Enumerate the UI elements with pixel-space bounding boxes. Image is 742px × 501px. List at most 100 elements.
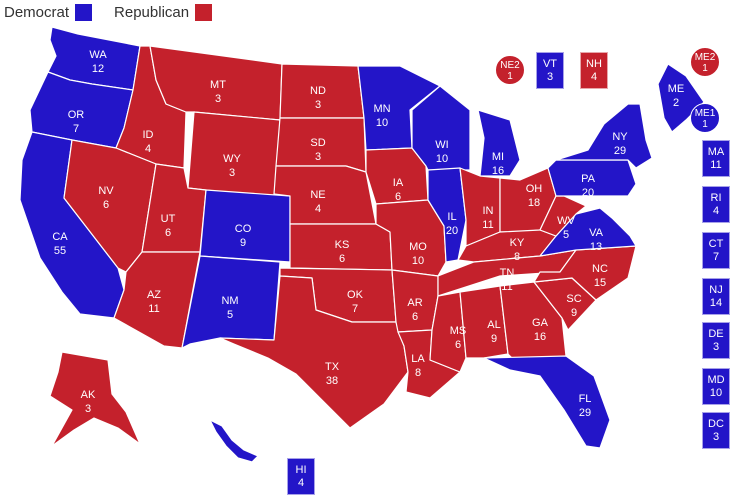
state-label-la: LA bbox=[411, 353, 425, 365]
state-label-ar: AR bbox=[407, 297, 422, 309]
state-ev-mo: 10 bbox=[412, 255, 424, 267]
state-mn[interactable] bbox=[357, 65, 441, 151]
state-abbr: HI bbox=[295, 464, 307, 476]
state-ev-mi: 16 bbox=[492, 165, 504, 177]
state-ev-ne: 4 bbox=[315, 203, 321, 215]
state-mi[interactable] bbox=[477, 109, 521, 177]
legend-democrat-swatch bbox=[75, 4, 93, 21]
district-abbr: ME1 bbox=[694, 108, 716, 119]
state-ev-me: 2 bbox=[673, 97, 679, 109]
legend: Democrat Republican bbox=[4, 4, 234, 21]
state-ev-ar: 6 bbox=[412, 311, 418, 323]
state-label-va: VA bbox=[589, 227, 604, 239]
state-label-ut: UT bbox=[161, 213, 176, 225]
state-al[interactable] bbox=[459, 285, 509, 359]
state-ev-ia: 6 bbox=[395, 191, 401, 203]
state-label-ms: MS bbox=[450, 325, 467, 337]
state-ev-tx: 38 bbox=[326, 375, 338, 387]
state-ev-nm: 5 bbox=[227, 309, 233, 321]
state-ev: 3 bbox=[546, 71, 554, 83]
state-box-md[interactable]: MD 10 bbox=[702, 368, 730, 405]
state-az[interactable] bbox=[113, 251, 201, 349]
state-box-dc[interactable]: DC 3 bbox=[702, 412, 730, 449]
state-label-wi: WI bbox=[435, 139, 448, 151]
state-ev-il: 20 bbox=[446, 225, 458, 237]
state-label-sd: SD bbox=[310, 137, 325, 149]
district-ne2[interactable]: NE2 1 bbox=[495, 55, 525, 85]
state-ev: 4 bbox=[590, 71, 598, 83]
legend-republican-swatch bbox=[195, 4, 213, 21]
state-ev: 4 bbox=[712, 205, 720, 217]
state-ev: 4 bbox=[297, 477, 305, 489]
state-ev-ca: 55 bbox=[54, 245, 66, 257]
state-abbr: CT bbox=[708, 238, 724, 250]
district-me1[interactable]: ME1 1 bbox=[690, 103, 720, 133]
state-ev-ga: 16 bbox=[534, 331, 546, 343]
district-ev: 1 bbox=[507, 71, 513, 82]
state-label-ca: CA bbox=[52, 231, 68, 243]
district-me2[interactable]: ME2 1 bbox=[690, 47, 720, 77]
state-label-ne: NE bbox=[310, 189, 325, 201]
state-label-oh: OH bbox=[526, 183, 543, 195]
state-ev: 3 bbox=[712, 341, 720, 353]
state-box-vt[interactable]: VT 3 bbox=[536, 52, 564, 89]
state-ev-ky: 8 bbox=[514, 251, 520, 263]
state-ev-ak: 3 bbox=[85, 403, 91, 415]
state-label-fl: FL bbox=[579, 393, 592, 405]
state-ev-wy: 3 bbox=[229, 167, 235, 179]
state-ev-ny: 29 bbox=[614, 145, 626, 157]
state-box-nh[interactable]: NH 4 bbox=[580, 52, 608, 89]
state-box-ri[interactable]: RI 4 bbox=[702, 186, 730, 223]
state-label-nd: ND bbox=[310, 85, 326, 97]
state-label-al: AL bbox=[487, 319, 500, 331]
state-abbr: VT bbox=[542, 58, 558, 70]
state-ev-ms: 6 bbox=[455, 339, 461, 351]
state-box-ma[interactable]: MA 11 bbox=[702, 140, 730, 177]
state-label-pa: PA bbox=[581, 173, 596, 185]
state-ev: 10 bbox=[709, 387, 723, 399]
state-nc[interactable] bbox=[533, 245, 637, 301]
state-box-hi[interactable]: HI 4 bbox=[287, 458, 315, 495]
state-ev-va: 13 bbox=[590, 241, 602, 253]
state-label-or: OR bbox=[68, 109, 85, 121]
state-ev-co: 9 bbox=[240, 237, 246, 249]
district-ev: 1 bbox=[702, 119, 708, 130]
state-ev-wv: 5 bbox=[563, 229, 569, 241]
state-ak[interactable] bbox=[49, 351, 141, 447]
state-ev-fl: 29 bbox=[579, 407, 591, 419]
state-label-tn: TN bbox=[500, 267, 515, 279]
state-label-wa: WA bbox=[89, 49, 107, 61]
district-abbr: NE2 bbox=[500, 60, 520, 71]
state-label-ga: GA bbox=[532, 317, 549, 329]
state-ev-or: 7 bbox=[73, 123, 79, 135]
state-ev: 3 bbox=[712, 431, 720, 443]
legend-democrat-label: Democrat bbox=[4, 4, 70, 21]
state-label-mo: MO bbox=[409, 241, 427, 253]
state-box-de[interactable]: DE 3 bbox=[702, 322, 730, 359]
state-tx[interactable] bbox=[219, 275, 409, 429]
state-label-mi: MI bbox=[492, 151, 504, 163]
state-abbr: MD bbox=[707, 374, 725, 386]
state-label-ny: NY bbox=[612, 131, 628, 143]
state-hi[interactable] bbox=[209, 419, 259, 463]
district-ev: 1 bbox=[702, 63, 708, 74]
state-label-az: AZ bbox=[147, 289, 161, 301]
legend-republican-label: Republican bbox=[114, 4, 190, 21]
state-ev: 11 bbox=[710, 159, 722, 171]
state-label-me: ME bbox=[668, 83, 685, 95]
state-fl[interactable] bbox=[483, 355, 611, 449]
state-label-ia: IA bbox=[393, 177, 404, 189]
state-ev-oh: 18 bbox=[528, 197, 540, 209]
state-ev-pa: 20 bbox=[582, 187, 594, 199]
state-box-ct[interactable]: CT 7 bbox=[702, 232, 730, 269]
state-abbr: MA bbox=[707, 146, 725, 158]
state-va[interactable] bbox=[539, 207, 637, 257]
state-label-co: CO bbox=[235, 223, 252, 235]
state-ev: 14 bbox=[709, 297, 723, 309]
state-box-nj[interactable]: NJ 14 bbox=[702, 278, 730, 315]
state-ev-mt: 3 bbox=[215, 93, 221, 105]
state-ny[interactable] bbox=[555, 103, 653, 169]
state-ev-az: 11 bbox=[148, 303, 159, 315]
state-label-id: ID bbox=[143, 129, 154, 141]
